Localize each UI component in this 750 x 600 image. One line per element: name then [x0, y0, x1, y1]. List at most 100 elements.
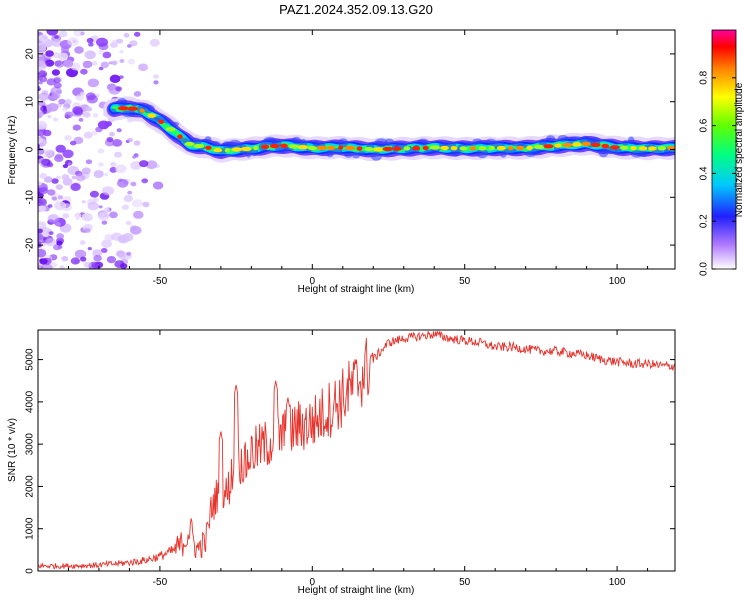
ridge-core — [280, 143, 288, 148]
noise-blob — [109, 211, 118, 219]
ridge-core — [193, 143, 205, 149]
noise-blob — [142, 201, 150, 208]
noise-blob — [133, 140, 141, 146]
noise-blob — [98, 66, 104, 71]
noise-blob — [80, 68, 88, 75]
ridge-core — [591, 142, 601, 148]
noise-blob — [38, 121, 48, 130]
ridge-halo — [569, 136, 583, 141]
noise-blob — [55, 144, 66, 153]
noise-blob — [70, 62, 81, 71]
noise-blob — [39, 173, 47, 179]
noise-blob — [126, 251, 132, 256]
noise-blob — [130, 225, 142, 235]
spectrogram-y-tick-label: 10 — [25, 96, 36, 108]
noise-blob — [80, 31, 85, 36]
noise-blob — [153, 74, 160, 79]
noise-blob — [38, 50, 45, 59]
noise-blob — [102, 186, 114, 196]
noise-blob — [110, 162, 117, 167]
ridge-halo — [622, 140, 629, 146]
spectrogram-marks — [38, 30, 675, 269]
noise-blob — [112, 139, 123, 147]
noise-blob — [51, 69, 61, 76]
ridge-halo — [628, 136, 635, 145]
noise-blob — [106, 137, 114, 143]
noise-blob — [75, 94, 84, 101]
noise-blob — [62, 106, 68, 112]
noise-blob — [89, 190, 99, 198]
noise-blob — [101, 239, 112, 248]
noise-blob — [149, 38, 160, 47]
noise-blob — [100, 248, 108, 253]
noise-blob — [123, 194, 133, 203]
ridge-halo — [531, 147, 542, 155]
ridge-core — [647, 146, 657, 151]
ridge-halo — [174, 137, 189, 143]
snr-frame — [37, 329, 676, 572]
ridge-core — [572, 142, 582, 147]
snr-marks — [38, 330, 675, 570]
noise-blob — [38, 34, 49, 42]
ridge-core — [516, 145, 525, 151]
noise-blob — [95, 93, 100, 97]
snr-y-tick-label: 0 — [25, 568, 36, 574]
ridge-halo — [121, 110, 136, 118]
ridge-halo — [204, 136, 212, 144]
snr-x-tick-label: 50 — [459, 577, 471, 588]
noise-blob — [47, 115, 52, 119]
ridge-halo — [370, 151, 382, 161]
ridge-halo — [374, 138, 388, 148]
ridge-core — [630, 145, 637, 151]
noise-blob — [46, 30, 59, 36]
ridge-halo — [476, 148, 489, 159]
ridge-core — [373, 147, 384, 152]
colorbar-tick-label: 0.6 — [699, 118, 710, 132]
noise-blob — [54, 154, 64, 162]
noise-blob — [141, 178, 148, 184]
spectrogram-x-tick-label: 0 — [310, 276, 316, 287]
ridge-halo — [384, 138, 395, 146]
noise-blob — [50, 193, 61, 202]
ridge-core — [270, 143, 279, 149]
spectrogram-y-tick-label: 20 — [25, 48, 36, 60]
snr-x-tick-label: -50 — [153, 577, 168, 588]
noise-blob — [134, 31, 141, 37]
noise-blob — [84, 50, 96, 60]
ridge-core — [356, 146, 363, 151]
ridge-halo — [228, 139, 242, 150]
colorbar-label: Normalized spectral amplitude — [734, 82, 745, 217]
ridge-halo — [639, 150, 648, 157]
ridge-halo — [131, 101, 138, 107]
ridge-halo — [250, 148, 259, 157]
noise-blob — [58, 98, 66, 105]
spectrogram-axes: -50 0 50 100 -20 -10 0 10 20 — [25, 30, 675, 287]
noise-blob — [47, 103, 59, 112]
noise-blob — [139, 160, 149, 168]
noise-blob — [62, 178, 73, 186]
noise-blob — [67, 162, 72, 166]
ridge-core — [478, 146, 487, 151]
snr-y-tick-label: 3000 — [25, 433, 36, 456]
noise-blob — [81, 213, 93, 222]
spectrogram-x-tick-label: -50 — [153, 276, 168, 287]
noise-blob — [62, 164, 68, 169]
noise-blob — [119, 49, 124, 54]
noise-blob — [51, 178, 59, 184]
ridge-core — [412, 146, 421, 151]
noise-blob — [74, 46, 84, 54]
colorbar-tick-label: 0.0 — [699, 262, 710, 276]
noise-blob — [56, 233, 65, 240]
ridge-core — [177, 134, 183, 139]
ridge-core — [526, 145, 533, 150]
noise-blob — [38, 137, 44, 144]
noise-blob — [56, 240, 63, 246]
ridge-halo — [142, 104, 155, 113]
ridge-core — [316, 145, 327, 151]
noise-blob — [71, 175, 77, 180]
spectrogram-y-tick-label: -10 — [25, 190, 36, 205]
noise-blob — [85, 159, 93, 165]
noise-blob — [55, 184, 63, 191]
noise-blob — [130, 161, 142, 170]
